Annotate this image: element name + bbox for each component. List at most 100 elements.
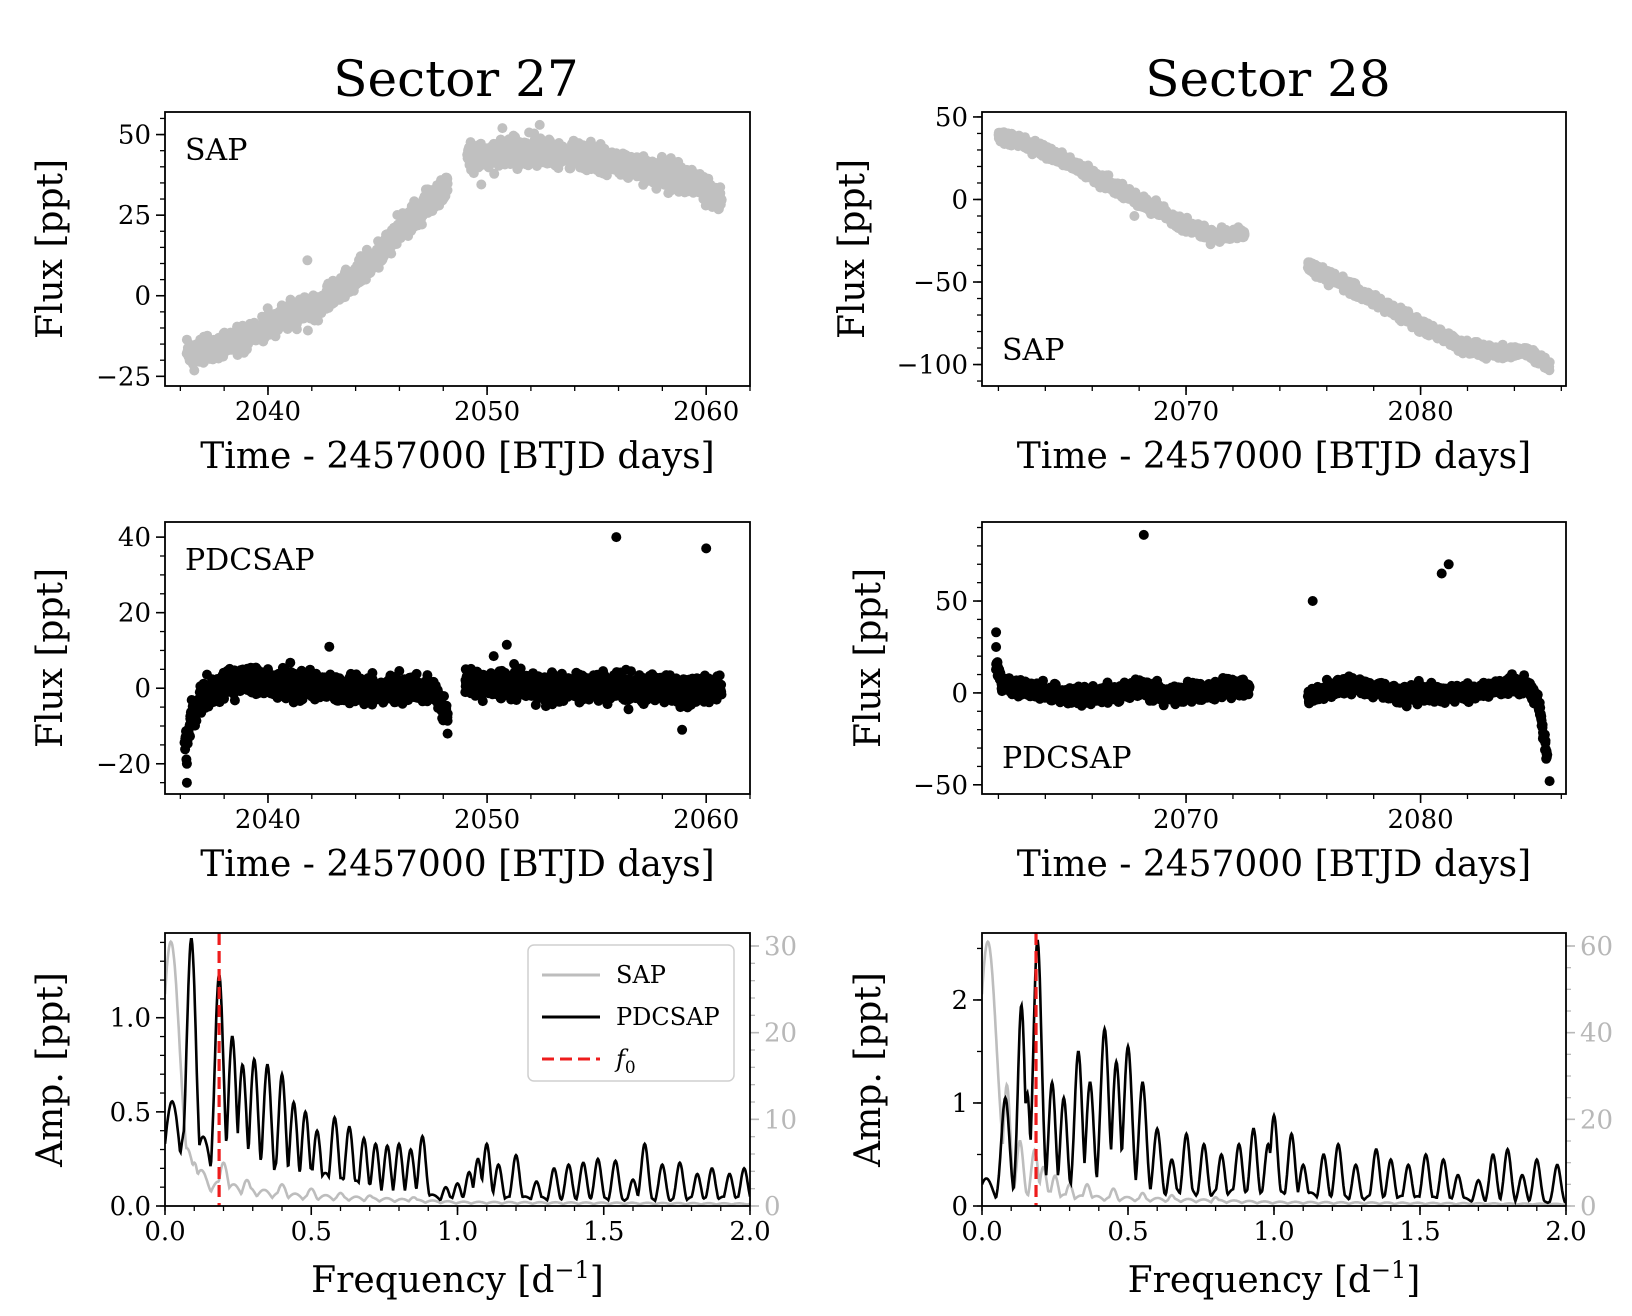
data-point	[296, 665, 307, 676]
outlier-point	[497, 123, 508, 134]
panel-label: PDCSAP	[185, 543, 315, 578]
data-point	[394, 666, 405, 676]
legend-f0-sub: 0	[625, 1058, 636, 1078]
periodogram-lines	[165, 933, 750, 1206]
data-point	[185, 731, 195, 742]
data-point	[442, 708, 453, 719]
data-point	[439, 691, 449, 702]
scatter-points	[179, 532, 727, 788]
x-tick-label: 2050	[454, 805, 520, 835]
y-axis-label: Flux [ppt]	[30, 568, 71, 748]
y-tick-label: 0	[951, 185, 968, 215]
data-point	[191, 715, 202, 726]
data-point	[386, 248, 397, 259]
y-axis-label: Flux [ppt]	[832, 159, 873, 339]
axes-frame	[164, 111, 751, 387]
axes-frame	[164, 932, 751, 1207]
y-tick-label: 1.0	[110, 1004, 151, 1034]
panel-label: SAP	[185, 133, 247, 168]
y-tick-label: 0	[134, 674, 151, 704]
panel-s27-sap: 2040 2050 2060 −25 0 25 50 Flux [ppt] SAP Time - …	[30, 111, 751, 477]
data-point	[716, 679, 727, 690]
data-point	[716, 689, 727, 700]
pdcsap-periodogram-line	[165, 938, 750, 1204]
col-title-sector27: Sector 27	[333, 50, 578, 108]
legend-box	[527, 944, 735, 1082]
outlier-point	[611, 532, 622, 543]
x-tick-label: 2080	[1388, 397, 1454, 427]
outlier-point	[442, 728, 453, 739]
x-axis-label: Time - 2457000 [BTJD days]	[200, 844, 714, 885]
axes-frame	[164, 521, 751, 795]
data-point	[716, 194, 727, 205]
x-axis-label-main: Frequency [d	[311, 1260, 554, 1301]
outlier-point	[181, 777, 192, 788]
data-point	[714, 670, 725, 681]
y-tick-label: −100	[897, 351, 968, 381]
y-tick-label: 0.0	[110, 1192, 151, 1222]
data-point	[416, 219, 427, 230]
x-tick-label: 1.0	[437, 1217, 478, 1247]
x-tick-label: 2070	[1153, 397, 1219, 427]
y-axis-label: Flux [ppt]	[30, 159, 71, 339]
data-point	[515, 663, 526, 674]
outlier-point	[501, 639, 512, 650]
data-point	[476, 179, 487, 190]
x-axis-label: Frequency [d−1]	[311, 1256, 604, 1301]
y-tick-label: 0.5	[110, 1098, 151, 1128]
x-axis-label-sup: −1	[554, 1256, 589, 1284]
y-tick-label: 20	[118, 599, 151, 629]
outlier-point	[534, 119, 545, 130]
data-point	[623, 704, 634, 715]
y2-tick-label: 0	[764, 1192, 781, 1222]
outlier-point	[181, 758, 192, 769]
x-tick-label: 2060	[673, 397, 739, 427]
data-point	[442, 715, 453, 726]
x-tick-label: 2060	[673, 805, 739, 835]
y-tick-label: −20	[96, 750, 151, 780]
data-point	[285, 657, 296, 668]
x-tick-label: 0.5	[291, 1217, 332, 1247]
data-point	[229, 695, 240, 706]
data-point	[313, 315, 324, 326]
outlier-point	[677, 724, 688, 735]
x-tick-label: 2.0	[729, 1217, 770, 1247]
outlier-point	[488, 651, 499, 662]
y-tick-label: −25	[96, 362, 151, 392]
data-point	[189, 365, 200, 376]
scatter-points	[181, 119, 727, 376]
outlier-point	[701, 543, 712, 554]
y-tick-label: −50	[913, 268, 968, 298]
y-tick-label: 50	[118, 121, 151, 151]
x-axis-label-end: ]	[590, 1260, 604, 1301]
data-point	[626, 666, 636, 677]
legend-entry-pdcsap-label: PDCSAP	[616, 1003, 720, 1031]
x-tick-label: 2050	[454, 397, 520, 427]
y-tick-label: 40	[118, 523, 151, 553]
sap-periodogram-line	[165, 939, 750, 1206]
y-axis-label: Amp. [ppt]	[30, 972, 71, 1168]
scatter-points	[993, 127, 1555, 376]
x-tick-label: 2040	[235, 805, 301, 835]
x-tick-label: 2040	[235, 397, 301, 427]
x-axis-label: Time - 2457000 [BTJD days]	[200, 436, 714, 477]
col-title-sector28: Sector 28	[1145, 50, 1390, 108]
x-tick-label: 1.5	[583, 1217, 624, 1247]
y2-tick-label: 30	[764, 932, 797, 962]
y2-tick-label: 10	[764, 1105, 797, 1135]
data-point	[411, 668, 422, 679]
data-point	[441, 700, 452, 711]
data-point	[489, 168, 500, 179]
outlier-point	[322, 281, 333, 292]
y-tick-label: 25	[118, 201, 151, 231]
outlier-point	[302, 255, 313, 266]
y-tick-label: 0	[134, 282, 151, 312]
data-point	[477, 696, 488, 707]
y2-tick-label: 20	[764, 1019, 797, 1049]
data-point	[442, 185, 453, 196]
